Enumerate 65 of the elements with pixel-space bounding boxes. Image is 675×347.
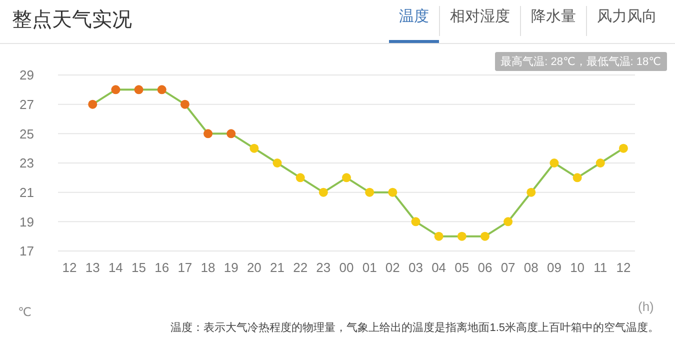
point bbox=[434, 232, 444, 241]
text: 降水量 bbox=[520, 6, 586, 36]
point bbox=[318, 188, 328, 197]
text: 相对湿度 bbox=[439, 6, 520, 36]
x-tick-label: 10 bbox=[570, 260, 585, 276]
y-tick-label: 21 bbox=[20, 184, 34, 200]
text: 温度 bbox=[398, 7, 430, 27]
x-tick-label: 14 bbox=[108, 260, 123, 276]
point bbox=[204, 129, 213, 138]
x-axis-title: (h) bbox=[638, 299, 654, 314]
x-tick-label: 12 bbox=[62, 260, 77, 276]
text: 最高气温: 28℃，最低气温: 18℃ bbox=[494, 52, 667, 71]
point bbox=[180, 100, 190, 109]
text: 风力风向 bbox=[586, 6, 667, 36]
y-tick-label: 17 bbox=[20, 244, 34, 259]
x-tick-label: 08 bbox=[524, 260, 538, 276]
x-tick-label: 11 bbox=[594, 260, 608, 276]
point bbox=[504, 217, 513, 226]
x-tick-label: 00 bbox=[339, 260, 354, 276]
point bbox=[365, 188, 374, 197]
point bbox=[342, 173, 351, 182]
x-tick-label: 04 bbox=[432, 260, 446, 276]
text: 温度：表示大气冷热程度的物理量，气象上给出的温度是指离地面1.5米高度上百叶箱中的空气温度。 bbox=[170, 320, 659, 335]
y-tick-label: 19 bbox=[20, 214, 34, 230]
point bbox=[411, 217, 420, 226]
point bbox=[226, 129, 236, 138]
x-tick-label: 02 bbox=[385, 260, 400, 276]
x-tick-label: 01 bbox=[362, 260, 377, 276]
x-tick-label: 18 bbox=[200, 260, 216, 276]
point bbox=[526, 188, 536, 197]
x-tick-label: 21 bbox=[270, 260, 284, 276]
x-tick-label: 09 bbox=[546, 260, 562, 276]
point bbox=[596, 158, 605, 168]
y-tick-label: 29 bbox=[20, 68, 34, 83]
point bbox=[134, 85, 144, 94]
x-tick-label: 07 bbox=[500, 260, 516, 276]
point bbox=[296, 173, 305, 182]
x-tick-label: 23 bbox=[316, 260, 331, 276]
point bbox=[550, 158, 559, 168]
x-tick-label: 12 bbox=[616, 260, 631, 276]
chart-title: 整点天气实况 bbox=[12, 8, 132, 33]
point bbox=[250, 144, 259, 153]
point bbox=[572, 173, 582, 182]
point bbox=[388, 188, 398, 197]
x-tick-label: 13 bbox=[85, 260, 100, 276]
x-tick-label: 05 bbox=[454, 260, 470, 276]
y-tick-label: 27 bbox=[20, 96, 34, 112]
point bbox=[88, 100, 98, 109]
y-axis-title: ℃ bbox=[18, 305, 32, 319]
y-tick-label: 25 bbox=[20, 126, 34, 142]
point bbox=[480, 232, 490, 241]
x-tick-label: 17 bbox=[178, 260, 192, 276]
point bbox=[272, 158, 282, 168]
point bbox=[618, 144, 628, 153]
x-tick-label: 19 bbox=[224, 260, 238, 276]
point bbox=[111, 85, 120, 94]
x-tick-label: 22 bbox=[293, 260, 308, 276]
x-tick-label: 15 bbox=[132, 260, 146, 276]
y-tick-label: 23 bbox=[20, 156, 34, 171]
point bbox=[157, 85, 166, 94]
x-tick-label: 20 bbox=[246, 260, 262, 276]
x-tick-label: 06 bbox=[478, 260, 492, 276]
point bbox=[457, 232, 466, 241]
x-tick-label: 03 bbox=[408, 260, 423, 276]
x-tick-label: 16 bbox=[154, 260, 170, 276]
